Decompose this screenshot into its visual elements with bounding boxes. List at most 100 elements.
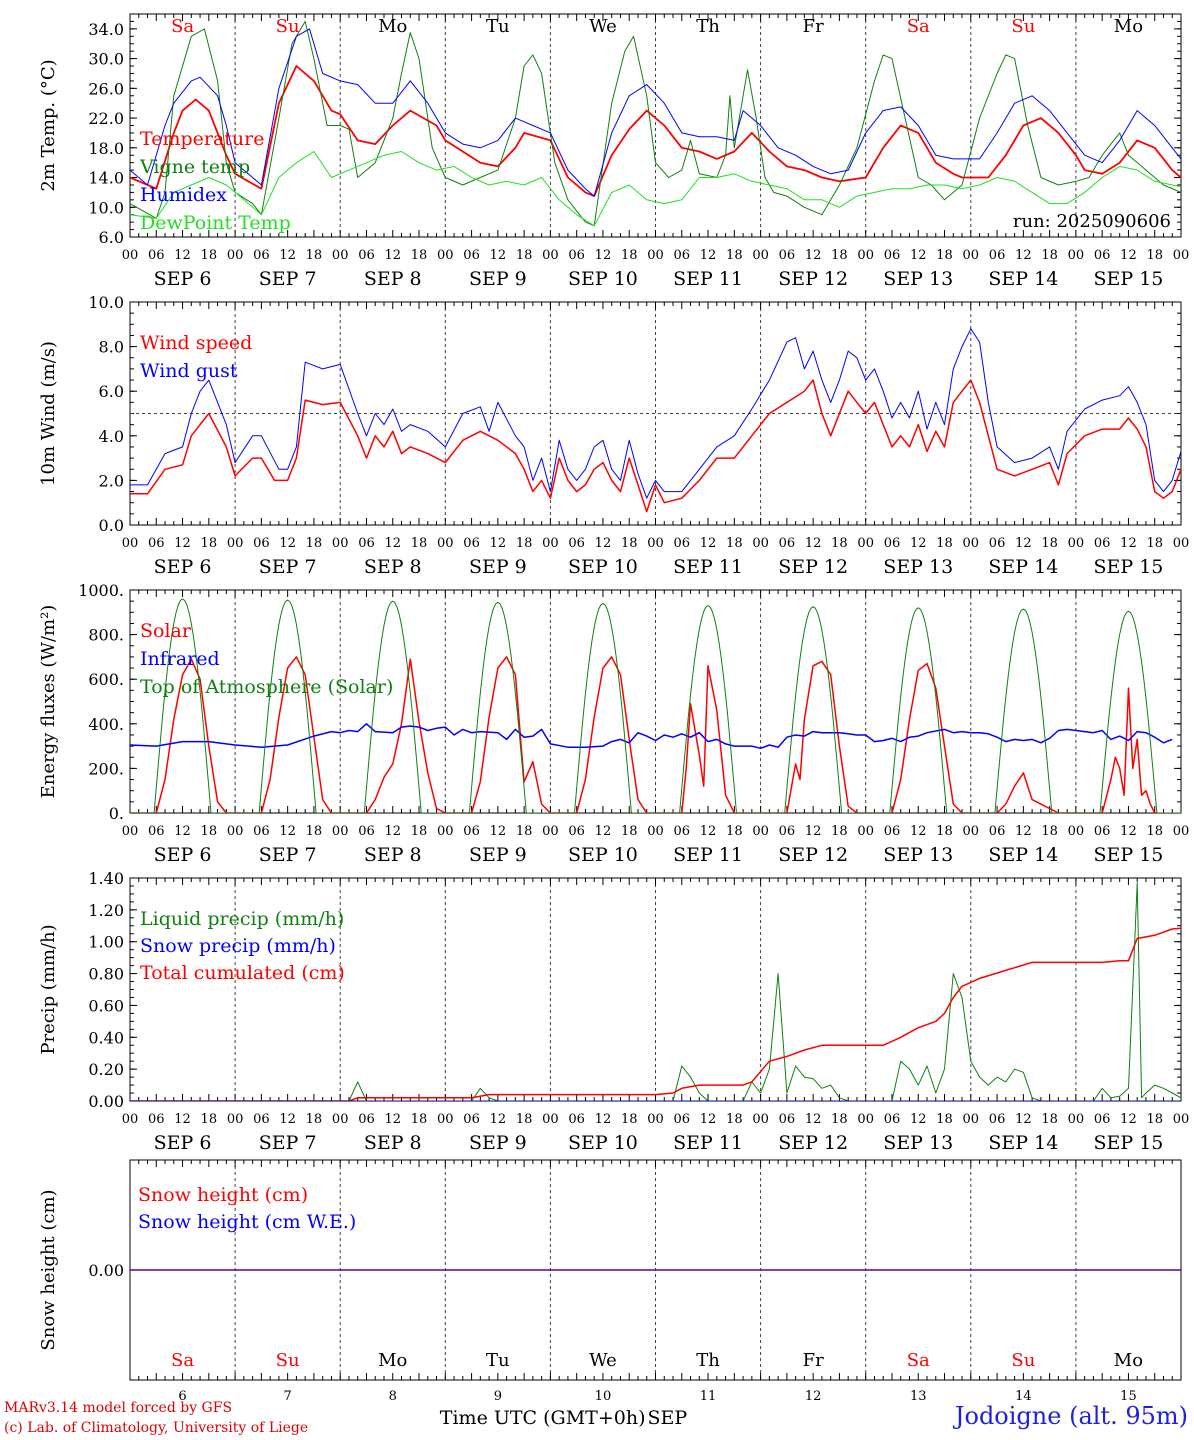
legend-entry: Infrared	[140, 648, 220, 670]
hour-label: 12	[595, 248, 612, 263]
hour-label: 06	[989, 536, 1006, 551]
date-label: SEP 15	[1094, 844, 1164, 866]
y-tick-label: 0.20	[88, 1060, 124, 1079]
hour-label: 06	[1094, 824, 1111, 839]
hour-label: 18	[1041, 536, 1058, 551]
hour-label: 06	[989, 1112, 1006, 1127]
hour-label: 12	[384, 248, 401, 263]
hour-label: 12	[1015, 824, 1032, 839]
date-label: SEP 12	[778, 844, 848, 866]
hour-label: 12	[174, 248, 191, 263]
y-tick-label: 4.0	[99, 427, 124, 446]
hour-label: 06	[779, 536, 796, 551]
weekday-label: We	[589, 1350, 617, 1371]
series-line-humidex	[130, 28, 1181, 197]
hour-label: 06	[779, 1112, 796, 1127]
hour-label: 18	[1146, 248, 1163, 263]
weekday-label: Fr	[803, 16, 824, 37]
weekday-label: Su	[1011, 16, 1035, 37]
date-label: SEP 12	[778, 268, 848, 290]
hour-label: 06	[674, 824, 691, 839]
y-tick-label: 1.20	[88, 901, 124, 920]
day-number-label: 7	[284, 1389, 292, 1404]
date-label: SEP 9	[469, 556, 527, 578]
hour-label: 06	[779, 824, 796, 839]
series-group	[130, 328, 1181, 513]
hour-label: 00	[227, 824, 244, 839]
date-label: SEP 7	[259, 556, 317, 578]
hour-label: 00	[332, 536, 349, 551]
hour-label: 12	[384, 536, 401, 551]
legend-entry: Temperature	[140, 128, 264, 150]
hour-label: 00	[647, 1112, 664, 1127]
y-tick-label: 400.	[88, 715, 124, 734]
hour-label: 18	[726, 824, 743, 839]
date-label: SEP 6	[154, 844, 212, 866]
hour-label: 06	[148, 248, 165, 263]
hour-label: 00	[542, 536, 559, 551]
day-number-label: 15	[1120, 1389, 1137, 1404]
weekday-label: Tu	[486, 1350, 510, 1371]
hour-label: 18	[516, 824, 533, 839]
hour-label: 00	[752, 824, 769, 839]
hour-label: 18	[306, 248, 323, 263]
date-label: SEP 14	[988, 268, 1058, 290]
date-label: SEP 14	[988, 844, 1058, 866]
hour-label: 12	[174, 1112, 191, 1127]
hour-label: 12	[700, 536, 717, 551]
hour-label: 12	[700, 824, 717, 839]
weekday-label: Su	[276, 16, 300, 37]
hour-label: 18	[831, 248, 848, 263]
energy-panel: 0. 200. 400. 600. 800. 1000. Energy fluxes (W/…	[38, 581, 1189, 866]
hour-label: 00	[963, 824, 980, 839]
weekday-label: We	[589, 16, 617, 37]
hour-label: 06	[463, 824, 480, 839]
weekday-label: Mo	[378, 1350, 407, 1371]
hour-label: 18	[621, 824, 638, 839]
hour-label: 00	[437, 824, 454, 839]
y-tick-label: 1000.	[78, 581, 124, 600]
weekday-label: Sa	[907, 16, 930, 37]
date-label: SEP 8	[364, 844, 422, 866]
hour-label: 06	[253, 248, 270, 263]
hour-label: 12	[490, 1112, 507, 1127]
hour-label: 12	[910, 248, 927, 263]
date-label: SEP 10	[568, 1132, 638, 1154]
y-tick-label: 0.80	[88, 965, 124, 984]
hour-label: 06	[989, 824, 1006, 839]
hour-label: 12	[595, 824, 612, 839]
hour-label: 12	[279, 824, 296, 839]
hour-label: 18	[1146, 536, 1163, 551]
date-label: SEP 11	[673, 268, 743, 290]
y-tick-label: 0.00	[88, 1261, 124, 1280]
hour-label: 06	[358, 1112, 375, 1127]
y-tick-label: 800.	[88, 626, 124, 645]
legend-entry: Solar	[140, 620, 192, 642]
legend-entry: Wind gust	[140, 360, 238, 382]
series-line-total-cumulated-cm-	[130, 927, 1181, 1101]
y-tick-label: 0.00	[88, 1092, 124, 1111]
series-group	[130, 882, 1181, 1101]
hour-label: 18	[201, 824, 218, 839]
hour-label: 06	[884, 1112, 901, 1127]
hour-label: 18	[411, 248, 428, 263]
hour-label: 00	[122, 248, 139, 263]
hour-label: 06	[358, 536, 375, 551]
day-number-label: 10	[595, 1389, 612, 1404]
hour-label: 06	[884, 536, 901, 551]
hour-label: 06	[463, 1112, 480, 1127]
hour-label: 00	[1068, 824, 1085, 839]
date-label: SEP 12	[778, 1132, 848, 1154]
hour-label: 06	[358, 248, 375, 263]
hour-label: 18	[516, 536, 533, 551]
hour-label: 12	[1015, 248, 1032, 263]
hour-label: 00	[963, 1112, 980, 1127]
hour-label: 18	[1041, 248, 1058, 263]
y-tick-label: 14.0	[88, 169, 124, 188]
hour-label: 12	[910, 1112, 927, 1127]
hour-label: 12	[279, 1112, 296, 1127]
legend-entry: Top of Atmosphere (Solar)	[140, 676, 393, 698]
day-number-label: 11	[700, 1389, 717, 1404]
hour-label: 12	[279, 536, 296, 551]
hour-label: 18	[936, 248, 953, 263]
